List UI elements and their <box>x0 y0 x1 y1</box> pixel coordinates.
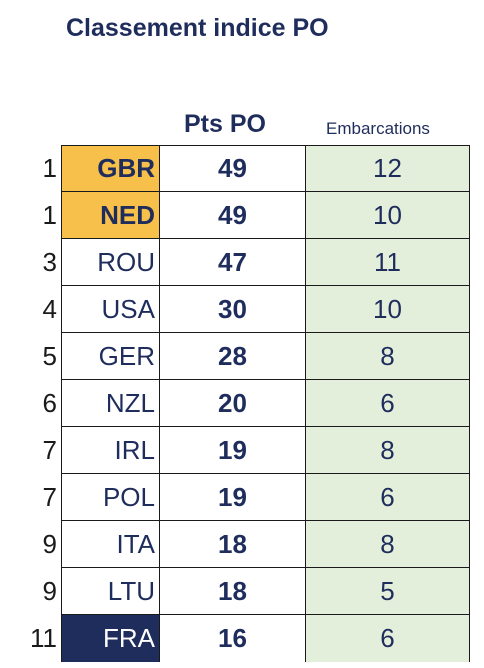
boats-column-header: Embarcations <box>326 119 430 138</box>
table-row: 7 IRL 19 8 <box>0 427 484 474</box>
boats-cell: 6 <box>305 380 470 427</box>
country-cell: ITA <box>61 521 159 568</box>
table-row: 9 LTU 18 5 <box>0 568 484 615</box>
table-row: 6 NZL 20 6 <box>0 380 484 427</box>
points-cell: 49 <box>159 192 305 239</box>
country-cell: NED <box>61 192 159 239</box>
country-cell: GBR <box>61 145 159 192</box>
country-cell: IRL <box>61 427 159 474</box>
ranking-table: 1 GBR 49 12 1 NED 49 10 3 ROU 47 11 4 US… <box>0 145 484 662</box>
boats-cell: 10 <box>305 286 470 333</box>
country-cell: FRA <box>61 615 159 662</box>
points-cell: 47 <box>159 239 305 286</box>
rank-cell: 9 <box>42 529 57 559</box>
table-row: 1 GBR 49 12 <box>0 145 484 192</box>
rank-cell: 7 <box>42 482 57 512</box>
boats-cell: 6 <box>305 474 470 521</box>
boats-cell: 6 <box>305 615 470 662</box>
boats-cell: 8 <box>305 333 470 380</box>
points-cell: 19 <box>159 474 305 521</box>
table-row: 1 NED 49 10 <box>0 192 484 239</box>
country-cell: POL <box>61 474 159 521</box>
rank-cell: 1 <box>42 200 57 230</box>
table-row: 9 ITA 18 8 <box>0 521 484 568</box>
boats-cell: 8 <box>305 521 470 568</box>
points-cell: 28 <box>159 333 305 380</box>
rank-cell: 5 <box>42 341 57 371</box>
country-cell: ROU <box>61 239 159 286</box>
table-row: 4 USA 30 10 <box>0 286 484 333</box>
table-row: 3 ROU 47 11 <box>0 239 484 286</box>
points-cell: 49 <box>159 145 305 192</box>
points-column-header: Pts PO <box>184 110 266 138</box>
rank-cell: 11 <box>30 623 57 653</box>
rank-cell: 4 <box>42 294 57 324</box>
table-row: 7 POL 19 6 <box>0 474 484 521</box>
boats-cell: 10 <box>305 192 470 239</box>
boats-cell: 5 <box>305 568 470 615</box>
boats-cell: 11 <box>305 239 470 286</box>
country-cell: LTU <box>61 568 159 615</box>
rank-cell: 1 <box>42 153 57 183</box>
boats-cell: 8 <box>305 427 470 474</box>
points-cell: 19 <box>159 427 305 474</box>
rank-cell: 9 <box>42 576 57 606</box>
rank-cell: 7 <box>42 435 57 465</box>
points-cell: 20 <box>159 380 305 427</box>
points-cell: 18 <box>159 521 305 568</box>
rank-cell: 3 <box>42 247 57 277</box>
points-cell: 16 <box>159 615 305 662</box>
page-title: Classement indice PO <box>66 14 329 42</box>
boats-cell: 12 <box>305 145 470 192</box>
country-cell: USA <box>61 286 159 333</box>
points-cell: 30 <box>159 286 305 333</box>
points-cell: 18 <box>159 568 305 615</box>
country-cell: GER <box>61 333 159 380</box>
rank-cell: 6 <box>42 388 57 418</box>
table-row: 5 GER 28 8 <box>0 333 484 380</box>
table-row: 11 FRA 16 6 <box>0 615 484 662</box>
country-cell: NZL <box>61 380 159 427</box>
